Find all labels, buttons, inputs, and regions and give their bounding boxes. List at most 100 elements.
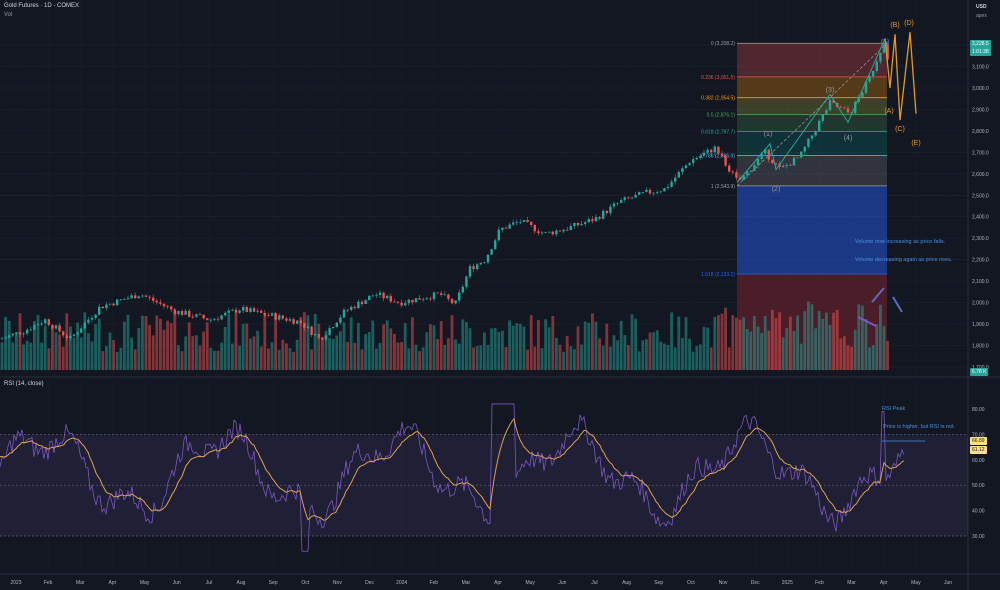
price-axis-label: 2,000.0 (972, 301, 989, 307)
volume-bar (360, 349, 364, 370)
candle-body (652, 192, 655, 194)
candle-body (299, 320, 302, 324)
candle-body (515, 221, 518, 223)
volume-bar (742, 317, 745, 370)
candle-body (587, 219, 590, 223)
volume-bar (11, 342, 15, 370)
volume-label: Vol (4, 12, 13, 18)
volume-bar (817, 311, 821, 370)
impulse-wave-label: (5) (881, 39, 890, 46)
price-axis-label: 2,200.0 (972, 258, 989, 264)
candle-body (227, 310, 230, 313)
candle-body (339, 317, 342, 323)
candle-body (825, 110, 828, 115)
candle-body (173, 309, 176, 314)
candle-body (609, 206, 612, 214)
fib-level-label: 0.618 (2,797.7) (701, 129, 735, 135)
volume-bar (828, 324, 832, 370)
volume-bar (159, 318, 162, 370)
volume-bar (605, 323, 609, 370)
volume-bar (133, 349, 137, 370)
candle-body (450, 298, 454, 304)
volume-bar (385, 320, 389, 370)
candle-body (11, 333, 14, 336)
candle-body (76, 332, 79, 335)
time-axis-label: Dec (751, 580, 760, 586)
time-axis-label: Feb (815, 580, 824, 586)
volume-bar (475, 346, 479, 370)
candle-body (623, 197, 626, 200)
volume-bar (616, 340, 619, 370)
currency-label[interactable]: USD (976, 4, 987, 10)
candle-body (785, 164, 788, 166)
candle-body (818, 120, 821, 132)
volume-bar (270, 342, 274, 370)
volume-bar (457, 343, 461, 370)
volume-bar (472, 347, 475, 370)
volume-bar (871, 345, 875, 370)
volume-note: Volume decreasing again as price rises. (855, 257, 953, 263)
volume-bar (15, 332, 18, 370)
candle-body (576, 222, 580, 226)
volume-bar (684, 317, 688, 370)
candle-body (231, 309, 234, 311)
volume-bar (688, 338, 691, 370)
fib-level-label: 0.236 (3,051.5) (701, 75, 735, 81)
price-candles (0, 41, 889, 342)
symbol-title[interactable]: Gold Futures · 1D · COMEX (4, 3, 80, 9)
candle-body (94, 314, 97, 318)
volume-bar (259, 346, 263, 370)
candle-body (494, 240, 497, 250)
volume-bar (403, 323, 407, 370)
elliott-wave-drawing[interactable]: (1) (2) (3) (4) (5) (A) (B) (C) (D) (E) Volume now… (736, 20, 953, 327)
rsi-axis-label: 40.00 (972, 509, 985, 515)
volume-bar (450, 315, 454, 370)
candle-body (616, 202, 619, 204)
impulse-wave-label: (3) (826, 87, 835, 94)
volume-bar (155, 315, 159, 370)
candle-body (4, 337, 7, 339)
volume-bar (479, 345, 483, 370)
volume-bar (573, 349, 576, 370)
time-axis-label: Aug (237, 580, 246, 586)
candle-body (249, 308, 252, 312)
time-axis-label: Jul (591, 580, 597, 586)
rsi-title[interactable]: RSI (14, close) (4, 381, 44, 387)
volume-bar (630, 314, 634, 370)
volume-bar (511, 325, 515, 370)
candle-body (166, 306, 169, 307)
rsi-axis-label: 70.00 (972, 432, 985, 438)
volume-bar (119, 347, 123, 370)
candle-body (771, 159, 774, 164)
candle-body (141, 295, 144, 297)
time-axis-label: 2024 (396, 580, 407, 586)
volume-bars (0, 301, 889, 370)
candle-body (65, 335, 68, 339)
candle-body (321, 337, 324, 340)
candle-body (443, 294, 446, 296)
candle-body (724, 156, 727, 166)
volume-bar (627, 345, 630, 370)
volume-bar (853, 329, 857, 370)
time-axis-label: Mar (847, 580, 856, 586)
candle-body (627, 197, 630, 199)
candle-body (843, 107, 846, 109)
candle-body (72, 334, 76, 336)
volume-bar (753, 315, 756, 370)
candle-body (854, 101, 857, 114)
candle-body (839, 106, 842, 108)
volume-bar (832, 312, 835, 370)
candle-body (566, 229, 569, 231)
candle-body (540, 232, 544, 234)
volume-bar (803, 311, 807, 370)
candle-body (159, 302, 162, 304)
candle-body (569, 226, 572, 230)
candle-body (753, 165, 756, 171)
fib-level-label: 1.618 (2,133.2) (701, 272, 735, 278)
volume-bar (796, 315, 799, 370)
candle-body (47, 319, 50, 326)
candle-body (303, 323, 306, 328)
candle-body (519, 221, 522, 223)
candle-body (807, 138, 810, 147)
